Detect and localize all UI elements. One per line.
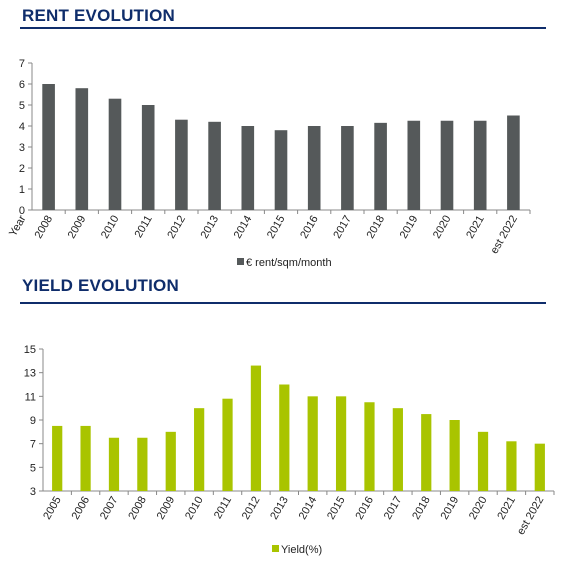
- rent-x-tick-label: 2018: [365, 214, 388, 241]
- yield-x-tick-label: 2015: [325, 495, 348, 522]
- yield-bar: [137, 437, 148, 491]
- rent-x-tick-label: 2013: [199, 214, 222, 241]
- rent-y-tick-label: 3: [19, 142, 25, 154]
- yield-bar: [421, 414, 432, 491]
- yield-x-tick-label: 2010: [183, 495, 206, 522]
- rent-legend-label: € rent/sqm/month: [246, 257, 332, 269]
- rent-title-rule: [20, 27, 546, 29]
- rent-x-tick-label: 2020: [431, 214, 454, 241]
- rent-x-tick-label: 2010: [99, 214, 122, 241]
- rent-x-tick-label: 2011: [133, 214, 155, 240]
- yield-y-tick-label: 3: [30, 486, 36, 498]
- rent-y-tick-label: 5: [19, 100, 25, 112]
- rent-x-axis-title: Year: [7, 213, 29, 239]
- rent-bar: [175, 119, 188, 210]
- yield-legend-swatch: [272, 545, 279, 552]
- yield-y-tick-label: 5: [30, 462, 36, 474]
- rent-y-tick-label: 7: [19, 58, 25, 70]
- rent-x-tick-label: 2016: [298, 214, 321, 241]
- yield-x-tick-label: 2017: [382, 495, 405, 522]
- yield-x-tick-label: est 2022: [515, 495, 546, 538]
- yield-y-tick-label: 11: [25, 391, 36, 403]
- rent-legend-swatch: [237, 258, 244, 265]
- rent-y-tick-label: 0: [19, 205, 25, 217]
- rent-x-tick-label: 2009: [66, 214, 89, 241]
- rent-x-tick-label: 2017: [331, 214, 354, 241]
- rent-chart: 0 1 2 3 4 5 6 7 2008 2009 2010 2011 2012 2013 2014 2015…: [7, 58, 531, 269]
- rent-x-tick-label: 2012: [165, 214, 188, 241]
- rent-bar: [274, 130, 288, 210]
- yield-x-tick-label: 2021: [495, 495, 518, 522]
- yield-section-title: YIELD EVOLUTION: [22, 276, 179, 295]
- yield-y-tick-label: 15: [24, 344, 36, 356]
- yield-bar: [194, 408, 205, 491]
- rent-bar: [374, 122, 387, 210]
- rent-bar: [241, 126, 255, 210]
- yield-x-tick-label: 2014: [297, 495, 320, 522]
- rent-bar: [42, 84, 55, 210]
- yield-bar: [307, 396, 318, 491]
- rent-bar: [208, 121, 221, 210]
- yield-x-tick-label: 2018: [410, 495, 433, 522]
- rent-legend: € rent/sqm/month: [237, 257, 332, 269]
- yield-x-tick-label: 2006: [70, 495, 93, 522]
- yield-bar: [250, 365, 262, 491]
- yield-bar: [392, 408, 403, 491]
- yield-bar: [165, 431, 176, 491]
- rent-y-tick-label: 4: [19, 121, 25, 133]
- yield-bar: [449, 420, 460, 491]
- yield-y-tick-label: 7: [30, 439, 36, 451]
- yield-y-tick-label: 9: [30, 415, 36, 427]
- rent-y-tick-label: 6: [19, 79, 25, 91]
- yield-bar: [222, 398, 233, 491]
- rent-x-tick-label: 2014: [232, 213, 255, 240]
- rent-bar: [440, 120, 454, 210]
- yield-x-tick-label: 2008: [126, 495, 149, 522]
- rent-bar: [341, 126, 354, 210]
- yield-legend: Yield(%): [272, 544, 322, 556]
- yield-bar: [52, 425, 63, 491]
- yield-x-tick-label: 2011: [212, 495, 234, 521]
- yield-x-tick-label: 2013: [268, 495, 291, 522]
- yield-bar: [534, 443, 545, 491]
- yield-x-tick-label: 2019: [439, 495, 462, 522]
- yield-x-tick-label: 2016: [353, 495, 376, 522]
- rent-bar: [473, 120, 487, 210]
- rent-x-tick-label: 2021: [464, 214, 487, 241]
- rent-x-tick-label: 2019: [398, 214, 421, 241]
- yield-title-rule: [20, 302, 546, 304]
- yield-legend-label: Yield(%): [281, 544, 322, 556]
- yield-bar: [279, 384, 290, 491]
- yield-y-tick-label: 13: [24, 368, 36, 380]
- rent-bar: [507, 115, 520, 210]
- yield-bar: [80, 425, 91, 491]
- rent-x-tick-label: 2015: [265, 214, 288, 241]
- rent-x-tick-label: est 2022: [489, 214, 520, 257]
- yield-x-tick-label: 2007: [98, 495, 121, 522]
- yield-bar: [108, 437, 120, 491]
- yield-bar: [335, 396, 347, 491]
- yield-chart: 3 5 7 9 11 13 15 2005 2006 2007 2008 2009 2010 2011 20…: [24, 344, 555, 556]
- rent-bar: [307, 126, 321, 210]
- rent-y-tick-label: 2: [19, 163, 25, 175]
- rent-bar: [141, 105, 155, 210]
- yield-bar: [364, 402, 375, 491]
- rent-x-tick-label: 2008: [33, 214, 56, 241]
- yield-x-tick-label: 2020: [467, 495, 490, 522]
- rent-y-tick-label: 1: [19, 184, 25, 196]
- yield-bar: [477, 431, 489, 491]
- rent-bar: [75, 88, 89, 210]
- rent-section-title: RENT EVOLUTION: [22, 6, 175, 25]
- yield-x-tick-label: 2009: [155, 495, 178, 522]
- yield-x-tick-label: 2005: [41, 495, 64, 522]
- yield-bar: [506, 441, 517, 491]
- rent-bar: [407, 120, 421, 210]
- rent-bar: [108, 98, 122, 210]
- yield-x-tick-label: 2012: [240, 495, 263, 522]
